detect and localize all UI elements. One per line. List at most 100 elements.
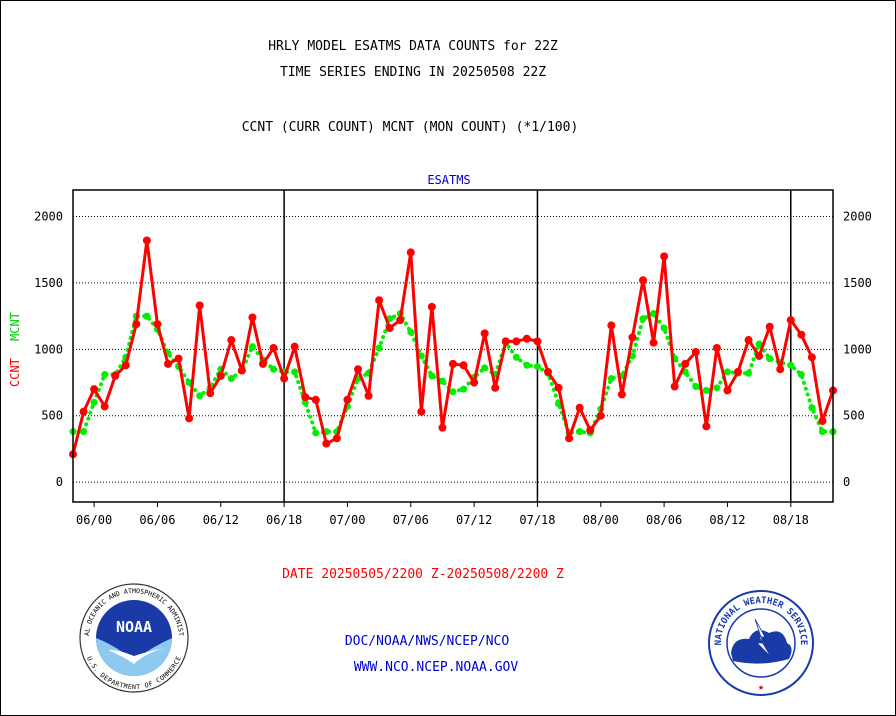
y-tick-label-left: 1000 (34, 342, 63, 356)
y-tick-label-right: 2000 (843, 210, 872, 224)
y-axis-right: 0 500 1000 1500 2000 (843, 210, 872, 490)
data-point-ccnt (100, 402, 109, 411)
noaa-logo-text: NOAA (116, 618, 152, 636)
data-point-ccnt (797, 330, 806, 339)
data-point-mcnt (660, 324, 668, 332)
x-tick-label: 07/12 (456, 513, 492, 527)
data-point-mcnt (713, 384, 721, 392)
data-point-ccnt (533, 337, 542, 346)
data-point-ccnt (681, 359, 690, 368)
data-point-ccnt (491, 383, 500, 392)
data-point-mcnt (270, 365, 278, 373)
data-point-mcnt (523, 361, 531, 369)
x-tick-label: 08/00 (583, 513, 619, 527)
data-point-ccnt (744, 336, 753, 345)
data-point-ccnt (755, 351, 764, 360)
data-point-ccnt (807, 353, 816, 362)
data-point-mcnt (797, 371, 805, 379)
x-tick-label: 06/06 (139, 513, 175, 527)
data-point-ccnt (639, 276, 647, 285)
data-point-ccnt (142, 236, 151, 245)
data-point-ccnt (343, 395, 352, 404)
x-tick-label: 07/18 (519, 513, 555, 527)
data-point-ccnt (111, 371, 120, 380)
data-point-ccnt (702, 422, 711, 431)
data-point-mcnt (312, 429, 320, 437)
data-point-ccnt (554, 383, 563, 392)
x-tick-label: 06/12 (203, 513, 239, 527)
x-axis: 06/00 06/06 06/12 06/18 07/00 07/06 07/12 07/18… (76, 502, 809, 527)
data-point-ccnt (385, 324, 394, 333)
data-point-mcnt (143, 312, 151, 320)
plot-area-border (72, 189, 834, 503)
y-tick-label-left: 1500 (34, 276, 63, 290)
data-point-mcnt (417, 352, 425, 360)
data-point-ccnt (512, 337, 521, 346)
data-point-ccnt (712, 343, 721, 352)
data-point-ccnt (449, 359, 457, 368)
data-point-mcnt (639, 315, 647, 323)
data-point-ccnt (248, 313, 257, 322)
x-axis-label: DATE 20250505/2200 Z-20250508/2200 Z (282, 567, 564, 582)
data-point-ccnt (628, 333, 637, 342)
data-point-mcnt (808, 404, 816, 412)
data-point-ccnt (544, 367, 552, 376)
x-tick-label: 06/18 (266, 513, 302, 527)
y-label-mcnt: MCNT (8, 312, 22, 341)
data-point-mcnt (196, 392, 204, 400)
data-point-mcnt (90, 398, 98, 406)
y-label-ccnt: CCNT (8, 358, 22, 387)
nws-logo: NATIONAL WEATHER SERVICE ★ (708, 590, 814, 696)
data-point-ccnt (607, 321, 616, 330)
data-point-mcnt (512, 353, 520, 361)
y-tick-label-left: 500 (41, 409, 63, 423)
data-point-mcnt (533, 363, 541, 371)
data-point-ccnt (396, 316, 405, 325)
y-axis-label: CCNT MCNT (8, 312, 22, 387)
data-point-mcnt (227, 375, 235, 383)
x-tick-label: 07/06 (393, 513, 429, 527)
data-point-ccnt (818, 417, 827, 426)
data-point-ccnt (480, 329, 489, 338)
data-point-mcnt (755, 340, 763, 348)
series-mcnt (69, 309, 837, 437)
noaa-logo: NATIONAL OCEANIC AND ATMOSPHERIC ADMINIS… (79, 583, 189, 693)
data-point-ccnt (723, 386, 732, 395)
plot-title: ESATMS (427, 173, 470, 187)
series-ccnt (69, 236, 837, 459)
footer-url: WWW.NCO.NCEP.NOAA.GOV (354, 660, 519, 675)
data-point-mcnt (723, 368, 731, 376)
data-point-mcnt (248, 343, 256, 351)
data-point-ccnt (280, 374, 289, 383)
data-point-ccnt (438, 423, 447, 432)
y-tick-label-right: 500 (843, 409, 865, 423)
data-point-mcnt (576, 428, 584, 436)
footer-org: DOC/NOAA/NWS/NCEP/NCO (345, 634, 510, 649)
data-point-mcnt (291, 368, 299, 376)
data-point-ccnt (153, 320, 162, 329)
data-point-ccnt (575, 403, 584, 412)
data-point-ccnt (185, 414, 194, 423)
data-point-mcnt (375, 344, 383, 352)
data-point-ccnt (375, 296, 384, 305)
data-point-ccnt (660, 252, 669, 261)
data-point-mcnt (745, 369, 753, 377)
data-point-ccnt (670, 382, 679, 391)
y-tick-label-right: 1000 (843, 342, 872, 356)
data-point-ccnt (617, 390, 626, 399)
data-point-mcnt (818, 428, 826, 436)
data-point-mcnt (692, 382, 700, 390)
x-tick-label: 08/12 (709, 513, 745, 527)
x-tick-label: 06/00 (76, 513, 112, 527)
data-point-mcnt (428, 372, 436, 380)
data-point-mcnt (702, 386, 710, 394)
data-point-ccnt (364, 391, 373, 400)
chart-subtitle: CCNT (CURR COUNT) MCNT (MON COUNT) (*1/1… (241, 120, 579, 135)
data-point-ccnt (776, 365, 785, 374)
data-point-mcnt (101, 371, 109, 379)
chart-title-line1: HRLY MODEL ESATMS DATA COUNTS for 22Z (268, 39, 558, 54)
data-point-mcnt (438, 377, 446, 385)
chart-title-line2: TIME SERIES ENDING IN 20250508 22Z (279, 65, 547, 80)
data-point-ccnt (322, 439, 331, 448)
